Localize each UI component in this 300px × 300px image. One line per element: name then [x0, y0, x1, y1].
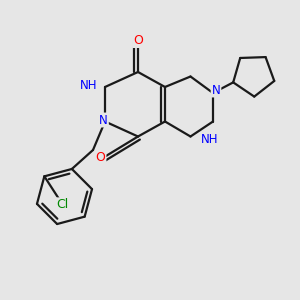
- Text: Cl: Cl: [56, 198, 68, 211]
- Text: O: O: [133, 34, 143, 47]
- Text: N: N: [212, 83, 220, 97]
- Text: O: O: [96, 151, 105, 164]
- Text: N: N: [99, 113, 108, 127]
- Text: NH: NH: [201, 133, 218, 146]
- Text: NH: NH: [80, 79, 98, 92]
